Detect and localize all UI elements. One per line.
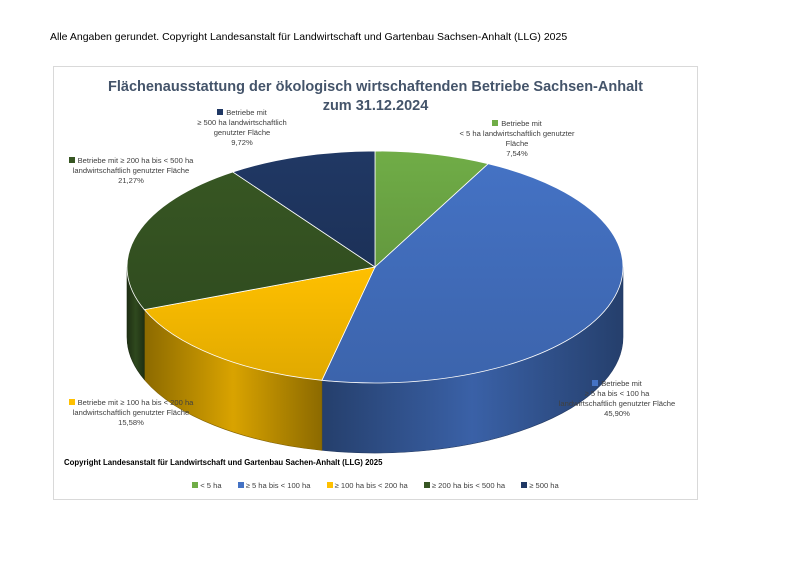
legend-item-under-5: < 5 ha xyxy=(192,481,222,490)
data-label-swatch xyxy=(492,120,499,126)
data-label-swatch xyxy=(68,157,75,163)
data-label-value: 45,90% xyxy=(604,409,630,418)
data-label-5-to-100: Betriebe mit ≥ 5 ha bis < 100 ha landwirts… xyxy=(542,379,692,419)
data-label-swatch xyxy=(592,380,599,386)
data-label-line: landwirtschaftlich genutzter Fläche xyxy=(72,408,190,417)
legend-swatch xyxy=(237,482,244,488)
legend-label: ≥ 500 ha xyxy=(529,481,559,490)
data-label-line: Betriebe mit ≥ 100 ha bis < 200 ha xyxy=(56,398,206,408)
data-label-line: landwirtschaftlich genutzter Fläche xyxy=(558,399,676,408)
chart-copyright: Copyright Landesanstalt für Landwirtscha… xyxy=(64,458,383,467)
data-label-200-to-500: Betriebe mit ≥ 200 ha bis < 500 ha landwi… xyxy=(56,156,206,186)
legend-swatch xyxy=(192,482,199,488)
legend-label: ≥ 100 ha bis < 200 ha xyxy=(334,481,408,490)
pie-slice xyxy=(126,171,377,311)
data-label-line: ≥ 500 ha landwirtschaftlich xyxy=(197,118,287,127)
legend-label: < 5 ha xyxy=(200,481,222,490)
pie-chart xyxy=(126,150,624,454)
data-label-value: 21,27% xyxy=(118,176,144,185)
chart-title-line2: zum 31.12.2024 xyxy=(322,98,429,114)
data-label-100-to-200: Betriebe mit ≥ 100 ha bis < 200 ha landwi… xyxy=(56,398,206,428)
data-label-value: 9,72% xyxy=(231,138,253,147)
chart-area: Flächenausstattung der ökologisch wirtsc… xyxy=(53,66,698,500)
pie-slice xyxy=(143,266,376,381)
data-label-line: genutzter Fläche xyxy=(213,128,271,137)
data-label-line: ≥ 5 ha bis < 100 ha xyxy=(584,389,650,398)
data-label-500-plus: Betriebe mit ≥ 500 ha landwirtschaftlich g… xyxy=(172,108,312,148)
data-label-line: Betriebe mit xyxy=(172,108,312,118)
pie-slice xyxy=(321,163,624,384)
legend-label: ≥ 200 ha bis < 500 ha xyxy=(431,481,506,490)
data-label-swatch xyxy=(68,399,75,405)
data-label-line: Betriebe mit ≥ 200 ha bis < 500 ha xyxy=(56,156,206,166)
legend-swatch xyxy=(521,482,528,488)
legend-swatch xyxy=(423,482,430,488)
legend-item-200-to-500: ≥ 200 ha bis < 500 ha xyxy=(423,481,506,490)
legend-item-5-to-100: ≥ 5 ha bis < 100 ha xyxy=(237,481,311,490)
legend: < 5 ha ≥ 5 ha bis < 100 ha ≥ 100 ha bis … xyxy=(54,481,697,490)
pie-slice xyxy=(231,150,376,268)
legend-swatch xyxy=(326,482,333,488)
data-label-line: Betriebe mit xyxy=(542,379,692,389)
source-note: Alle Angaben gerundet. Copyright Landesa… xyxy=(50,31,568,43)
pie-slice xyxy=(374,150,489,268)
chart-title-line1: Flächenausstattung der ökologisch wirtsc… xyxy=(108,79,643,95)
legend-item-100-to-200: ≥ 100 ha bis < 200 ha xyxy=(326,481,408,490)
data-label-value: 15,58% xyxy=(118,418,144,427)
legend-item-500-plus: ≥ 500 ha xyxy=(521,481,559,490)
data-label-swatch xyxy=(217,109,224,115)
data-label-line: Fläche xyxy=(505,139,529,148)
data-label-under-5: Betriebe mit < 5 ha landwirtschaftlich ge… xyxy=(442,119,592,159)
data-label-value: 7,54% xyxy=(506,149,528,158)
data-label-line: < 5 ha landwirtschaftlich genutzter xyxy=(459,129,575,138)
data-label-line: Betriebe mit xyxy=(442,119,592,129)
legend-label: ≥ 5 ha bis < 100 ha xyxy=(245,481,311,490)
data-label-line: landwirtschaftlich genutzter Fläche xyxy=(72,166,190,175)
